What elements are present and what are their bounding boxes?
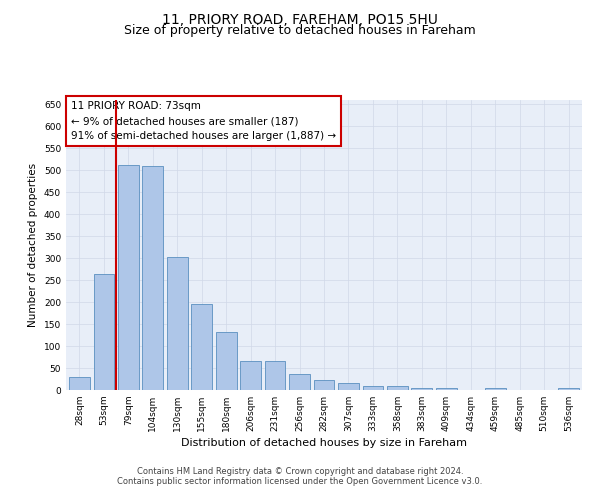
Y-axis label: Number of detached properties: Number of detached properties	[28, 163, 38, 327]
Bar	[142, 166, 163, 390]
Bar	[118, 165, 139, 390]
Bar	[485, 388, 506, 390]
Text: Size of property relative to detached houses in Fareham: Size of property relative to detached ho…	[124, 24, 476, 37]
Bar	[387, 386, 408, 390]
Text: Contains public sector information licensed under the Open Government Licence v3: Contains public sector information licen…	[118, 477, 482, 486]
Bar	[69, 377, 90, 390]
Text: Distribution of detached houses by size in Fareham: Distribution of detached houses by size …	[181, 438, 467, 448]
Bar	[191, 304, 212, 390]
Bar	[558, 388, 579, 390]
Bar	[412, 388, 432, 390]
Bar	[436, 388, 457, 390]
Bar	[362, 386, 383, 390]
Bar	[314, 380, 334, 390]
Bar	[289, 374, 310, 390]
Bar	[94, 274, 114, 390]
Bar	[338, 384, 359, 390]
Text: Contains HM Land Registry data © Crown copyright and database right 2024.: Contains HM Land Registry data © Crown c…	[137, 467, 463, 476]
Text: 11, PRIORY ROAD, FAREHAM, PO15 5HU: 11, PRIORY ROAD, FAREHAM, PO15 5HU	[162, 12, 438, 26]
Bar	[167, 258, 188, 390]
Bar	[216, 332, 236, 390]
Bar	[240, 362, 261, 390]
Text: 11 PRIORY ROAD: 73sqm
← 9% of detached houses are smaller (187)
91% of semi-deta: 11 PRIORY ROAD: 73sqm ← 9% of detached h…	[71, 102, 336, 141]
Bar	[265, 362, 286, 390]
